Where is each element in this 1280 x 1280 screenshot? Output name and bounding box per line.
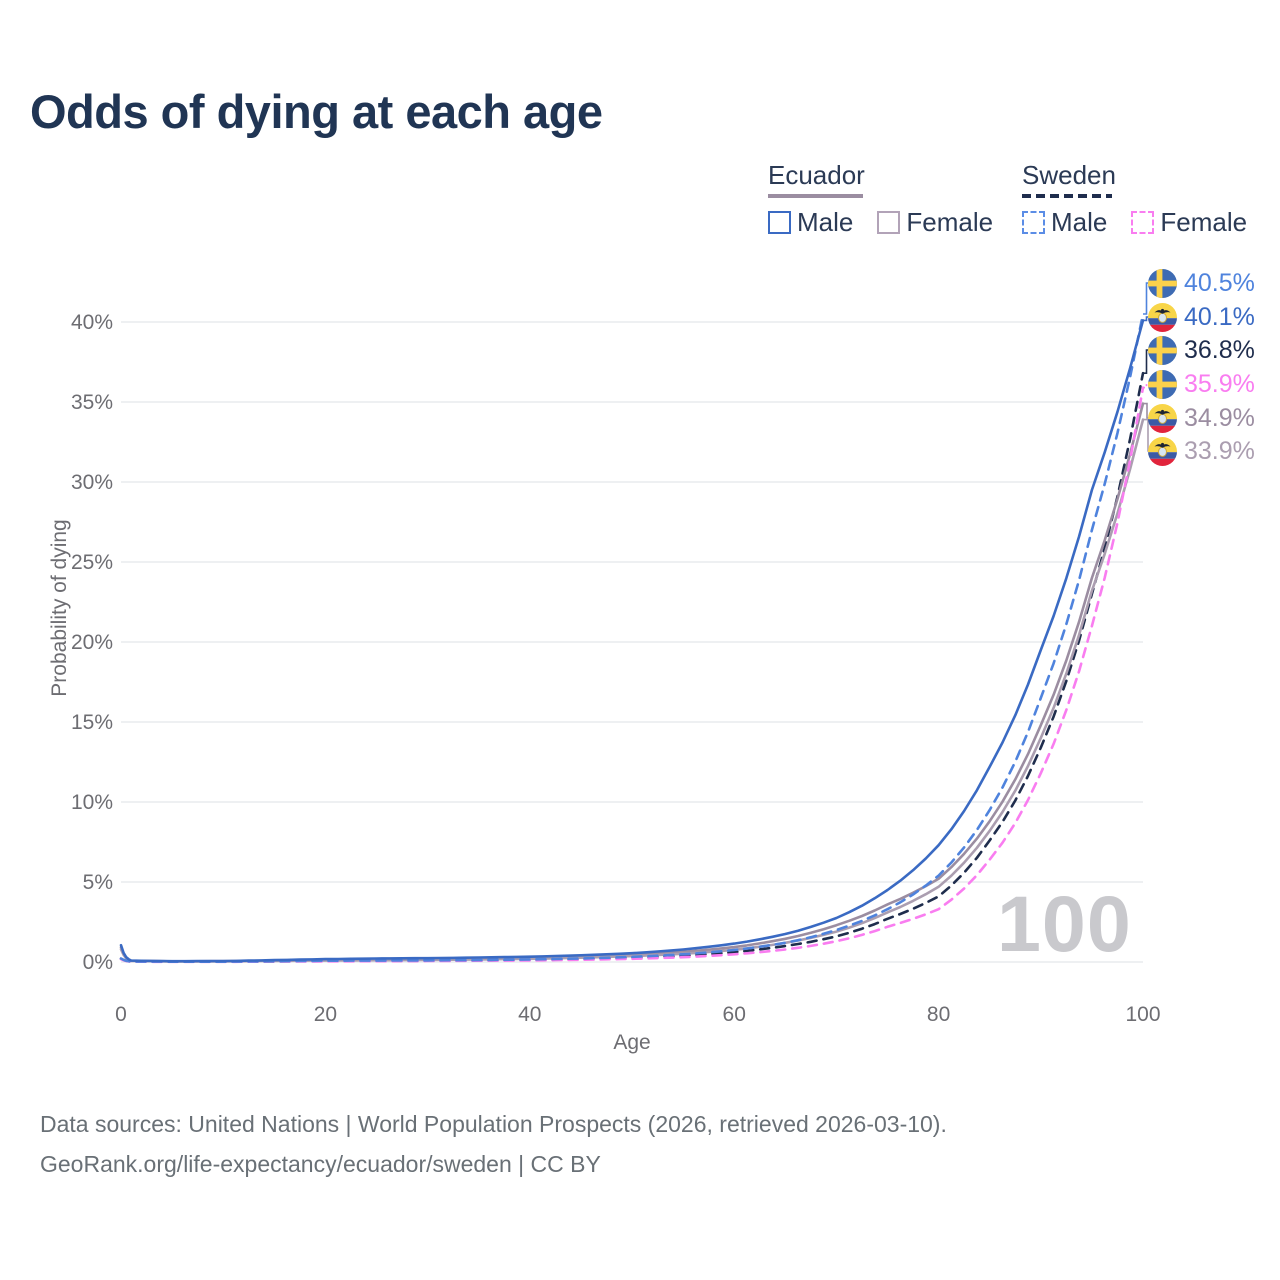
legend-item-label: Female [906,207,994,237]
end-label-value: 40.5% [1184,268,1255,297]
end-label-row: 33.9% [1148,436,1255,466]
legend-group-ecuador: Ecuador Male Female [768,160,993,238]
y-tick-label: 10% [71,791,113,814]
x-tick-label: 100 [1125,1003,1160,1026]
y-axis-title: Probability of dying [48,519,71,696]
legend-underline-ecuador [768,194,863,198]
y-tick-label: 5% [83,871,113,894]
legend-underline-sweden [1022,194,1112,198]
legend-country-ecuador[interactable]: Ecuador [768,160,865,190]
sweden-flag-icon [1148,370,1177,399]
end-label-value: 40.1% [1184,302,1255,331]
y-tick-label: 35% [71,391,113,414]
ecuador-male-swatch-icon [768,211,791,234]
series-line-ecuador-female[interactable] [119,418,1145,963]
legend-items-sweden: Male Female [1022,207,1247,238]
end-label-value: 33.9% [1184,436,1255,465]
legend-item-sweden-female[interactable]: Female [1131,207,1247,238]
page-title: Odds of dying at each age [30,85,603,138]
end-label-value: 34.9% [1184,403,1255,432]
x-tick-label: 40 [518,1003,541,1026]
series-line-sweden-female[interactable] [119,386,1145,964]
y-tick-label: 25% [71,551,113,574]
legend-item-ecuador-female[interactable]: Female [877,207,993,238]
x-tick-label: 20 [314,1003,337,1026]
legend-country-sweden[interactable]: Sweden [1022,160,1116,190]
footer-attribution: GeoRank.org/life-expectancy/ecuador/swed… [40,1151,601,1177]
legend-item-label: Male [1051,207,1108,237]
series-line-ecuador-both[interactable] [119,402,1145,963]
x-tick-label: 0 [115,1003,127,1026]
y-tick-label: 0% [83,951,113,974]
ecuador-flag-icon [1148,303,1177,332]
sweden-flag-icon [1148,269,1177,298]
y-tick-label: 20% [71,631,113,654]
ecuador-flag-icon [1148,437,1177,466]
sweden-flag-icon [1148,336,1177,365]
end-label-connector [1143,383,1151,389]
x-axis-title: Age [613,1031,650,1054]
legend-item-label: Male [797,207,854,237]
legend-item-label: Female [1160,207,1248,237]
sweden-female-swatch-icon [1131,211,1155,234]
series-line-ecuador-male[interactable] [119,319,1145,963]
end-label-value: 36.8% [1184,335,1255,364]
x-tick-label: 80 [927,1003,950,1026]
end-label-row: 35.9% [1148,369,1255,399]
legend-items-ecuador: Male Female [768,207,993,238]
end-label-row: 40.1% [1148,302,1255,332]
y-tick-label: 40% [71,311,113,334]
ecuador-female-swatch-icon [877,211,901,234]
end-label-row: 36.8% [1148,335,1255,365]
footer-sources: Data sources: United Nations | World Pop… [40,1111,947,1137]
hovered-age-watermark: 100 [997,879,1132,968]
sweden-male-swatch-icon [1022,211,1045,234]
end-label-row: 40.5% [1148,268,1255,298]
ecuador-flag-icon [1148,404,1177,433]
series-line-sweden-both[interactable] [119,371,1145,963]
y-tick-label: 15% [71,711,113,734]
y-tick-label: 30% [71,471,113,494]
legend-item-ecuador-male[interactable]: Male [768,207,853,238]
end-label-value: 35.9% [1184,369,1255,398]
legend-item-sweden-male[interactable]: Male [1022,207,1107,238]
footer: Data sources: United Nations | World Pop… [40,1104,947,1184]
end-label-row: 34.9% [1148,403,1255,433]
x-tick-label: 60 [723,1003,746,1026]
legend-group-sweden: Sweden Male Female [1022,160,1247,238]
series-line-sweden-male[interactable] [119,312,1145,963]
